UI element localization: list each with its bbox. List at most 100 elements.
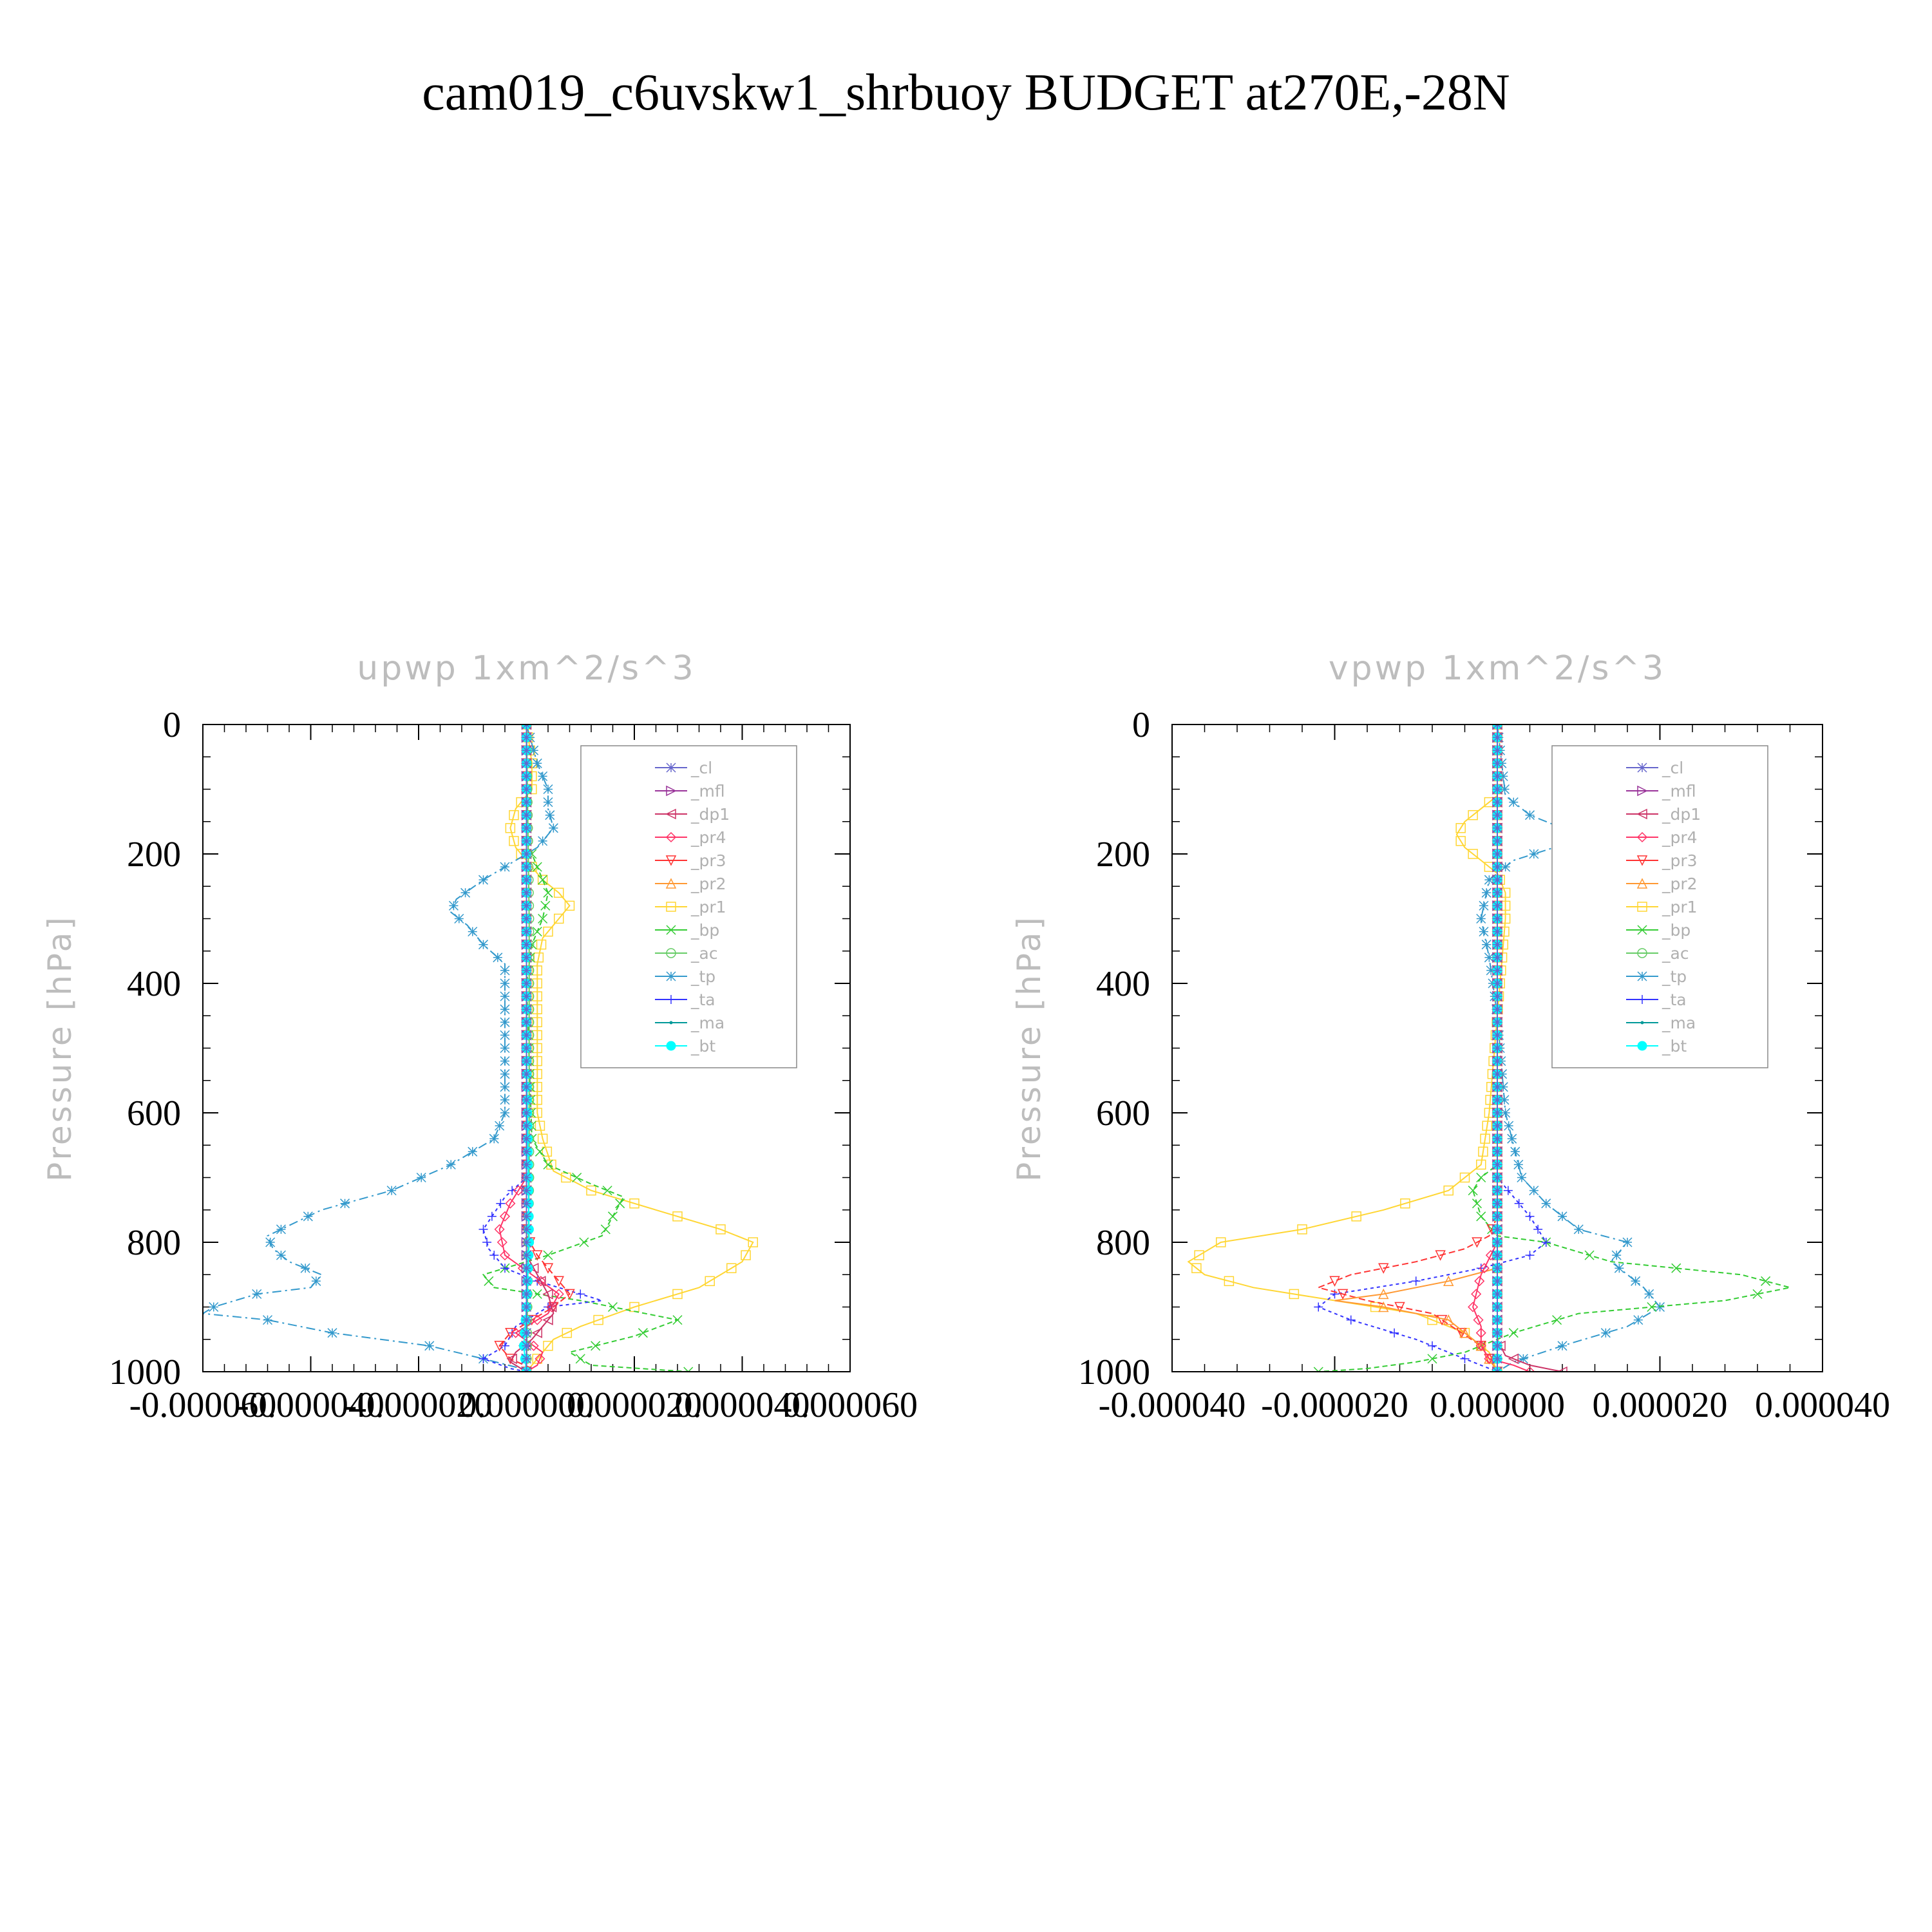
legend-item: _pr4 — [1626, 828, 1698, 847]
legend-label: _ac — [690, 944, 718, 963]
data-point — [705, 1276, 715, 1287]
data-point — [532, 991, 542, 1001]
upwp-panel: upwp 1xm^2/s^3 Pressure [hPa] 0 200 400 600 80… — [41, 649, 918, 1425]
data-point — [1499, 784, 1510, 795]
data-point — [500, 978, 510, 989]
data-point — [554, 887, 564, 898]
legend-item: _bt — [1626, 1037, 1687, 1056]
data-point — [607, 1302, 618, 1312]
data-point — [521, 978, 532, 989]
data-point — [521, 1108, 532, 1118]
data-point — [1492, 862, 1502, 872]
y-tick-label: 1000 — [109, 1352, 181, 1392]
series-line — [1334, 724, 1498, 1372]
y-tick-label: 0 — [163, 705, 181, 745]
series-pr1 — [505, 724, 758, 1372]
data-point — [1525, 1211, 1535, 1221]
data-point — [576, 1289, 585, 1299]
data-point — [1492, 1121, 1502, 1131]
data-point — [1492, 1108, 1502, 1118]
data-point — [535, 1353, 545, 1364]
data-point — [521, 1082, 532, 1092]
data-point — [1471, 1289, 1482, 1300]
data-point — [521, 875, 532, 885]
data-point — [1435, 1250, 1446, 1261]
legend-item: _dp1 — [1626, 805, 1701, 824]
data-point — [500, 1017, 510, 1027]
data-point — [1492, 1302, 1502, 1312]
data-point — [1498, 1082, 1508, 1092]
main-title: cam019_c6uvskw1_shrbuoy BUDGET at270E,-2… — [422, 64, 1510, 121]
data-point — [521, 836, 532, 846]
legend-item: _tp — [655, 967, 715, 986]
data-point — [1584, 1250, 1595, 1260]
data-point — [537, 1133, 548, 1144]
data-point — [1492, 978, 1502, 989]
data-point — [1492, 1276, 1502, 1286]
x-tick-label: 0.000020 — [567, 1385, 702, 1425]
data-point — [521, 823, 532, 833]
data-point — [1492, 1198, 1502, 1209]
data-point — [1492, 1017, 1502, 1027]
legend-item: _ta — [655, 990, 715, 1009]
legend-marker — [666, 971, 676, 981]
data-point — [538, 913, 548, 924]
data-point — [1484, 952, 1494, 963]
data-point — [521, 1146, 532, 1157]
legend-label: _bp — [1662, 921, 1690, 940]
data-point — [543, 1341, 553, 1351]
y-tick-label: 400 — [1096, 964, 1150, 1004]
data-point — [726, 1263, 737, 1273]
data-point — [1631, 1276, 1641, 1286]
vpwp-panel: vpwp 1xm^2/s^3 Pressure [hPa] 0 200 400 600 80… — [1010, 649, 1890, 1425]
data-point — [1514, 1198, 1524, 1208]
data-point — [1224, 1276, 1235, 1287]
data-point — [1480, 1133, 1490, 1144]
data-point — [509, 810, 519, 820]
data-point — [496, 1198, 506, 1208]
data-point — [540, 900, 551, 911]
data-point — [1654, 1302, 1665, 1312]
data-point — [521, 745, 532, 755]
y-tick-label: 1000 — [1078, 1352, 1150, 1392]
data-point — [1428, 1341, 1437, 1350]
legend-marker — [1637, 785, 1648, 797]
data-point — [532, 927, 542, 937]
panel-title: upwp 1xm^2/s^3 — [357, 649, 696, 688]
data-point — [1479, 927, 1489, 937]
legend-label: _ma — [1662, 1014, 1696, 1032]
legend-marker — [1636, 831, 1648, 843]
data-point — [1443, 1275, 1454, 1287]
data-point — [521, 1302, 532, 1312]
legend-box — [580, 745, 797, 1068]
data-point — [424, 1341, 435, 1351]
data-point — [252, 1289, 262, 1299]
data-point — [1346, 1315, 1356, 1325]
data-point — [1390, 1328, 1399, 1338]
legend-label: _pr4 — [1662, 828, 1698, 847]
legend-label: _ta — [1662, 990, 1687, 1009]
data-point — [521, 887, 532, 898]
data-point — [521, 1354, 532, 1364]
data-point — [1475, 1327, 1486, 1338]
data-point — [572, 1172, 582, 1183]
legend-marker — [1637, 971, 1647, 981]
data-point — [482, 1238, 492, 1247]
x-tick-label: 0.000000 — [1430, 1385, 1565, 1425]
data-point — [1501, 862, 1511, 872]
data-point — [493, 952, 503, 963]
legend-marker — [1636, 808, 1647, 820]
data-point — [1492, 745, 1502, 755]
data-point — [532, 1289, 542, 1299]
legend-item: _cl — [655, 759, 712, 777]
legend-item: _pr3 — [1626, 851, 1698, 870]
legend-item: _pr1 — [1626, 898, 1698, 916]
legend-item: _bp — [1626, 921, 1690, 940]
legend-marker — [666, 762, 676, 773]
data-point — [1492, 887, 1502, 898]
data-point — [1573, 1224, 1584, 1235]
series-line — [1317, 724, 1548, 1372]
data-point — [1525, 1251, 1535, 1260]
data-point — [1492, 1146, 1502, 1157]
